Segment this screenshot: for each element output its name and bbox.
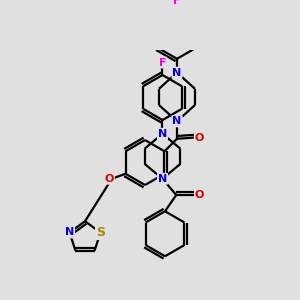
Text: O: O <box>195 190 204 200</box>
Text: N: N <box>158 129 167 139</box>
Text: N: N <box>158 129 167 139</box>
Text: N: N <box>172 116 182 126</box>
Text: O: O <box>195 133 204 142</box>
Text: N: N <box>65 227 74 238</box>
Text: S: S <box>96 226 105 239</box>
Text: N: N <box>158 174 167 184</box>
Text: O: O <box>105 174 114 184</box>
Text: N: N <box>172 68 182 77</box>
Text: N: N <box>172 116 182 126</box>
Text: F: F <box>159 58 166 68</box>
Text: F: F <box>173 0 181 6</box>
